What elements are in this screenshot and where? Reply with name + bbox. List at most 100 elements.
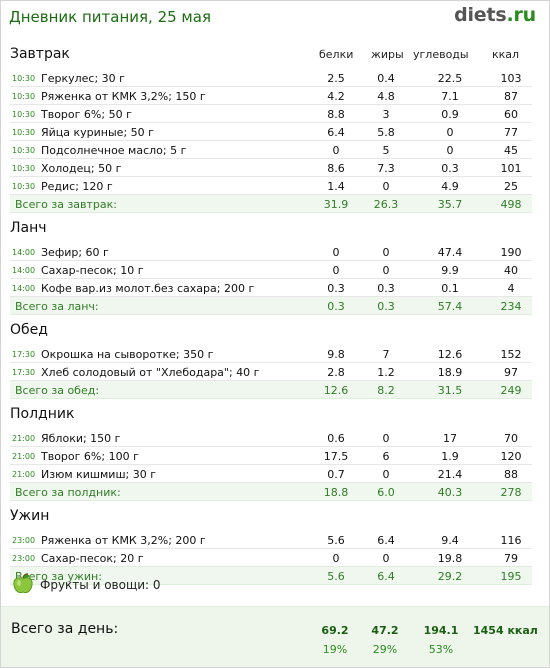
time-label: 21:00 [12, 452, 36, 461]
meal-total-row: Всего за ланч: 0.3 0.3 57.4 234 [10, 297, 532, 315]
protein-value: 0 [332, 264, 340, 277]
meal-total-row: Всего за полдник: 18.8 6.0 40.3 278 [10, 483, 532, 501]
fat-value: 0 [382, 468, 390, 481]
day-fat-total: 47.2 [371, 624, 399, 637]
carbs-value: 47.4 [437, 246, 463, 259]
food-name: Творог 6%; 100 г [41, 450, 139, 463]
food-row[interactable]: 10:30 Творог 6%; 50 г 8.8 3 0.9 60 [10, 105, 532, 123]
carbs-total: 57.4 [437, 300, 463, 313]
page-title: Дневник питания, 25 мая [9, 8, 211, 26]
meal-title: Полдник [10, 406, 75, 422]
protein-value: 9.8 [327, 348, 345, 361]
food-name: Ряженка от КМК 3,2%; 150 г [41, 90, 206, 103]
kcal-value: 120 [500, 450, 522, 463]
protein-total: 0.3 [327, 300, 345, 313]
time-label: 10:30 [12, 92, 36, 101]
column-header-carbs: углеводы [413, 48, 469, 61]
protein-value: 5.6 [327, 534, 345, 547]
food-name: Геркулес; 30 г [41, 72, 125, 85]
time-label: 10:30 [12, 164, 36, 173]
food-row[interactable]: 10:30 Яйца куриные; 50 г 6.4 5.8 0 77 [10, 123, 532, 141]
kcal-value: 70 [504, 432, 518, 445]
carbs-value: 0.3 [441, 162, 459, 175]
protein-value: 0.7 [327, 468, 345, 481]
food-name: Холодец; 50 г [41, 162, 122, 175]
meal-total-row: Всего за ужин: 5.6 6.4 29.2 195 [10, 567, 532, 585]
kcal-value: 40 [504, 264, 518, 277]
food-row[interactable]: 23:00 Сахар-песок; 20 г 0 0 19.8 79 [10, 549, 532, 567]
fat-total: 6.0 [377, 486, 395, 499]
meal-title: Обед [10, 322, 48, 338]
food-row[interactable]: 21:00 Яблоки; 150 г 0.6 0 17 70 [10, 429, 532, 447]
time-label: 17:30 [12, 350, 36, 359]
day-kcal-total: 1454 ккал [473, 624, 538, 637]
meal-total-label: Всего за ланч: [15, 300, 99, 313]
green-apple-icon [13, 573, 33, 594]
carbs-value: 7.1 [441, 90, 459, 103]
carbs-total: 35.7 [437, 198, 463, 211]
food-name: Яйца куриные; 50 г [41, 126, 154, 139]
food-row[interactable]: 17:30 Окрошка на сыворотке; 350 г 9.8 7 12.6… [10, 345, 532, 363]
protein-value: 0 [332, 144, 340, 157]
food-row[interactable]: 21:00 Творог 6%; 100 г 17.5 6 1.9 120 [10, 447, 532, 465]
protein-value: 8.6 [327, 162, 345, 175]
food-name: Зефир; 60 г [41, 246, 109, 259]
fat-value: 0 [382, 552, 390, 565]
food-name: Ряженка от КМК 3,2%; 200 г [41, 534, 206, 547]
carbs-value: 9.9 [441, 264, 459, 277]
fat-value: 6.4 [377, 534, 395, 547]
carbs-value: 1.9 [441, 450, 459, 463]
meal-total-row: Всего за завтрак: 31.9 26.3 35.7 498 [10, 195, 532, 213]
protein-total: 5.6 [327, 570, 345, 583]
column-header-fat: жиры [371, 48, 404, 61]
food-row[interactable]: 21:00 Изюм кишмиш; 30 г 0.7 0 21.4 88 [10, 465, 532, 483]
food-row[interactable]: 10:30 Подсолнечное масло; 5 г 0 5 0 45 [10, 141, 532, 159]
fat-value: 1.2 [377, 366, 395, 379]
food-row[interactable]: 14:00 Кофе вар.из молот.без сахара; 200 г… [10, 279, 532, 297]
meal-title: Ужин [10, 508, 50, 524]
fat-total: 26.3 [373, 198, 399, 211]
column-header-protein: белки [319, 48, 354, 61]
time-label: 10:30 [12, 128, 36, 137]
protein-value: 0.6 [327, 432, 345, 445]
carbs-value: 21.4 [437, 468, 463, 481]
food-name: Изюм кишмиш; 30 г [41, 468, 156, 481]
fat-value: 7 [382, 348, 390, 361]
kcal-value: 97 [504, 366, 518, 379]
food-row[interactable]: 17:30 Хлеб солодовый от "Хлебодара"; 40 г… [10, 363, 532, 381]
food-row[interactable]: 14:00 Сахар-песок; 10 г 0 0 9.9 40 [10, 261, 532, 279]
protein-value: 0 [332, 552, 340, 565]
day-carbs-total: 194.1 [423, 624, 459, 637]
food-row[interactable]: 10:30 Редис; 120 г 1.4 0 4.9 25 [10, 177, 532, 195]
meal-title: Завтрак [10, 46, 70, 62]
kcal-value: 77 [504, 126, 518, 139]
food-name: Творог 6%; 50 г [41, 108, 132, 121]
time-label: 10:30 [12, 182, 36, 191]
day-summary: Всего за день: 69.2 47.2 194.1 1454 ккал… [1, 606, 549, 667]
time-label: 14:00 [12, 266, 36, 275]
kcal-value: 25 [504, 180, 518, 193]
food-name: Подсолнечное масло; 5 г [41, 144, 187, 157]
food-row[interactable]: 10:30 Холодец; 50 г 8.6 7.3 0.3 101 [10, 159, 532, 177]
fat-total: 6.4 [377, 570, 395, 583]
fat-value: 5 [382, 144, 390, 157]
food-name: Сахар-песок; 20 г [41, 552, 144, 565]
protein-value: 0.3 [327, 282, 345, 295]
protein-value: 17.5 [323, 450, 349, 463]
day-protein-total: 69.2 [321, 624, 349, 637]
kcal-value: 103 [500, 72, 522, 85]
fat-value: 0.3 [377, 282, 395, 295]
time-label: 21:00 [12, 434, 36, 443]
food-row[interactable]: 14:00 Зефир; 60 г 0 0 47.4 190 [10, 243, 532, 261]
time-label: 10:30 [12, 110, 36, 119]
carbs-value: 18.9 [437, 366, 463, 379]
kcal-value: 190 [500, 246, 522, 259]
site-logo[interactable]: diets.ru [454, 4, 536, 26]
food-row[interactable]: 23:00 Ряженка от КМК 3,2%; 200 г 5.6 6.4 9.4… [10, 531, 532, 549]
carbs-total: 40.3 [437, 486, 463, 499]
food-row[interactable]: 10:30 Ряженка от КМК 3,2%; 150 г 4.2 4.8 7.1… [10, 87, 532, 105]
kcal-value: 116 [500, 534, 522, 547]
food-row[interactable]: 10:30 Геркулес; 30 г 2.5 0.4 22.5 103 [10, 69, 532, 87]
kcal-total: 498 [500, 198, 522, 211]
time-label: 10:30 [12, 146, 36, 155]
